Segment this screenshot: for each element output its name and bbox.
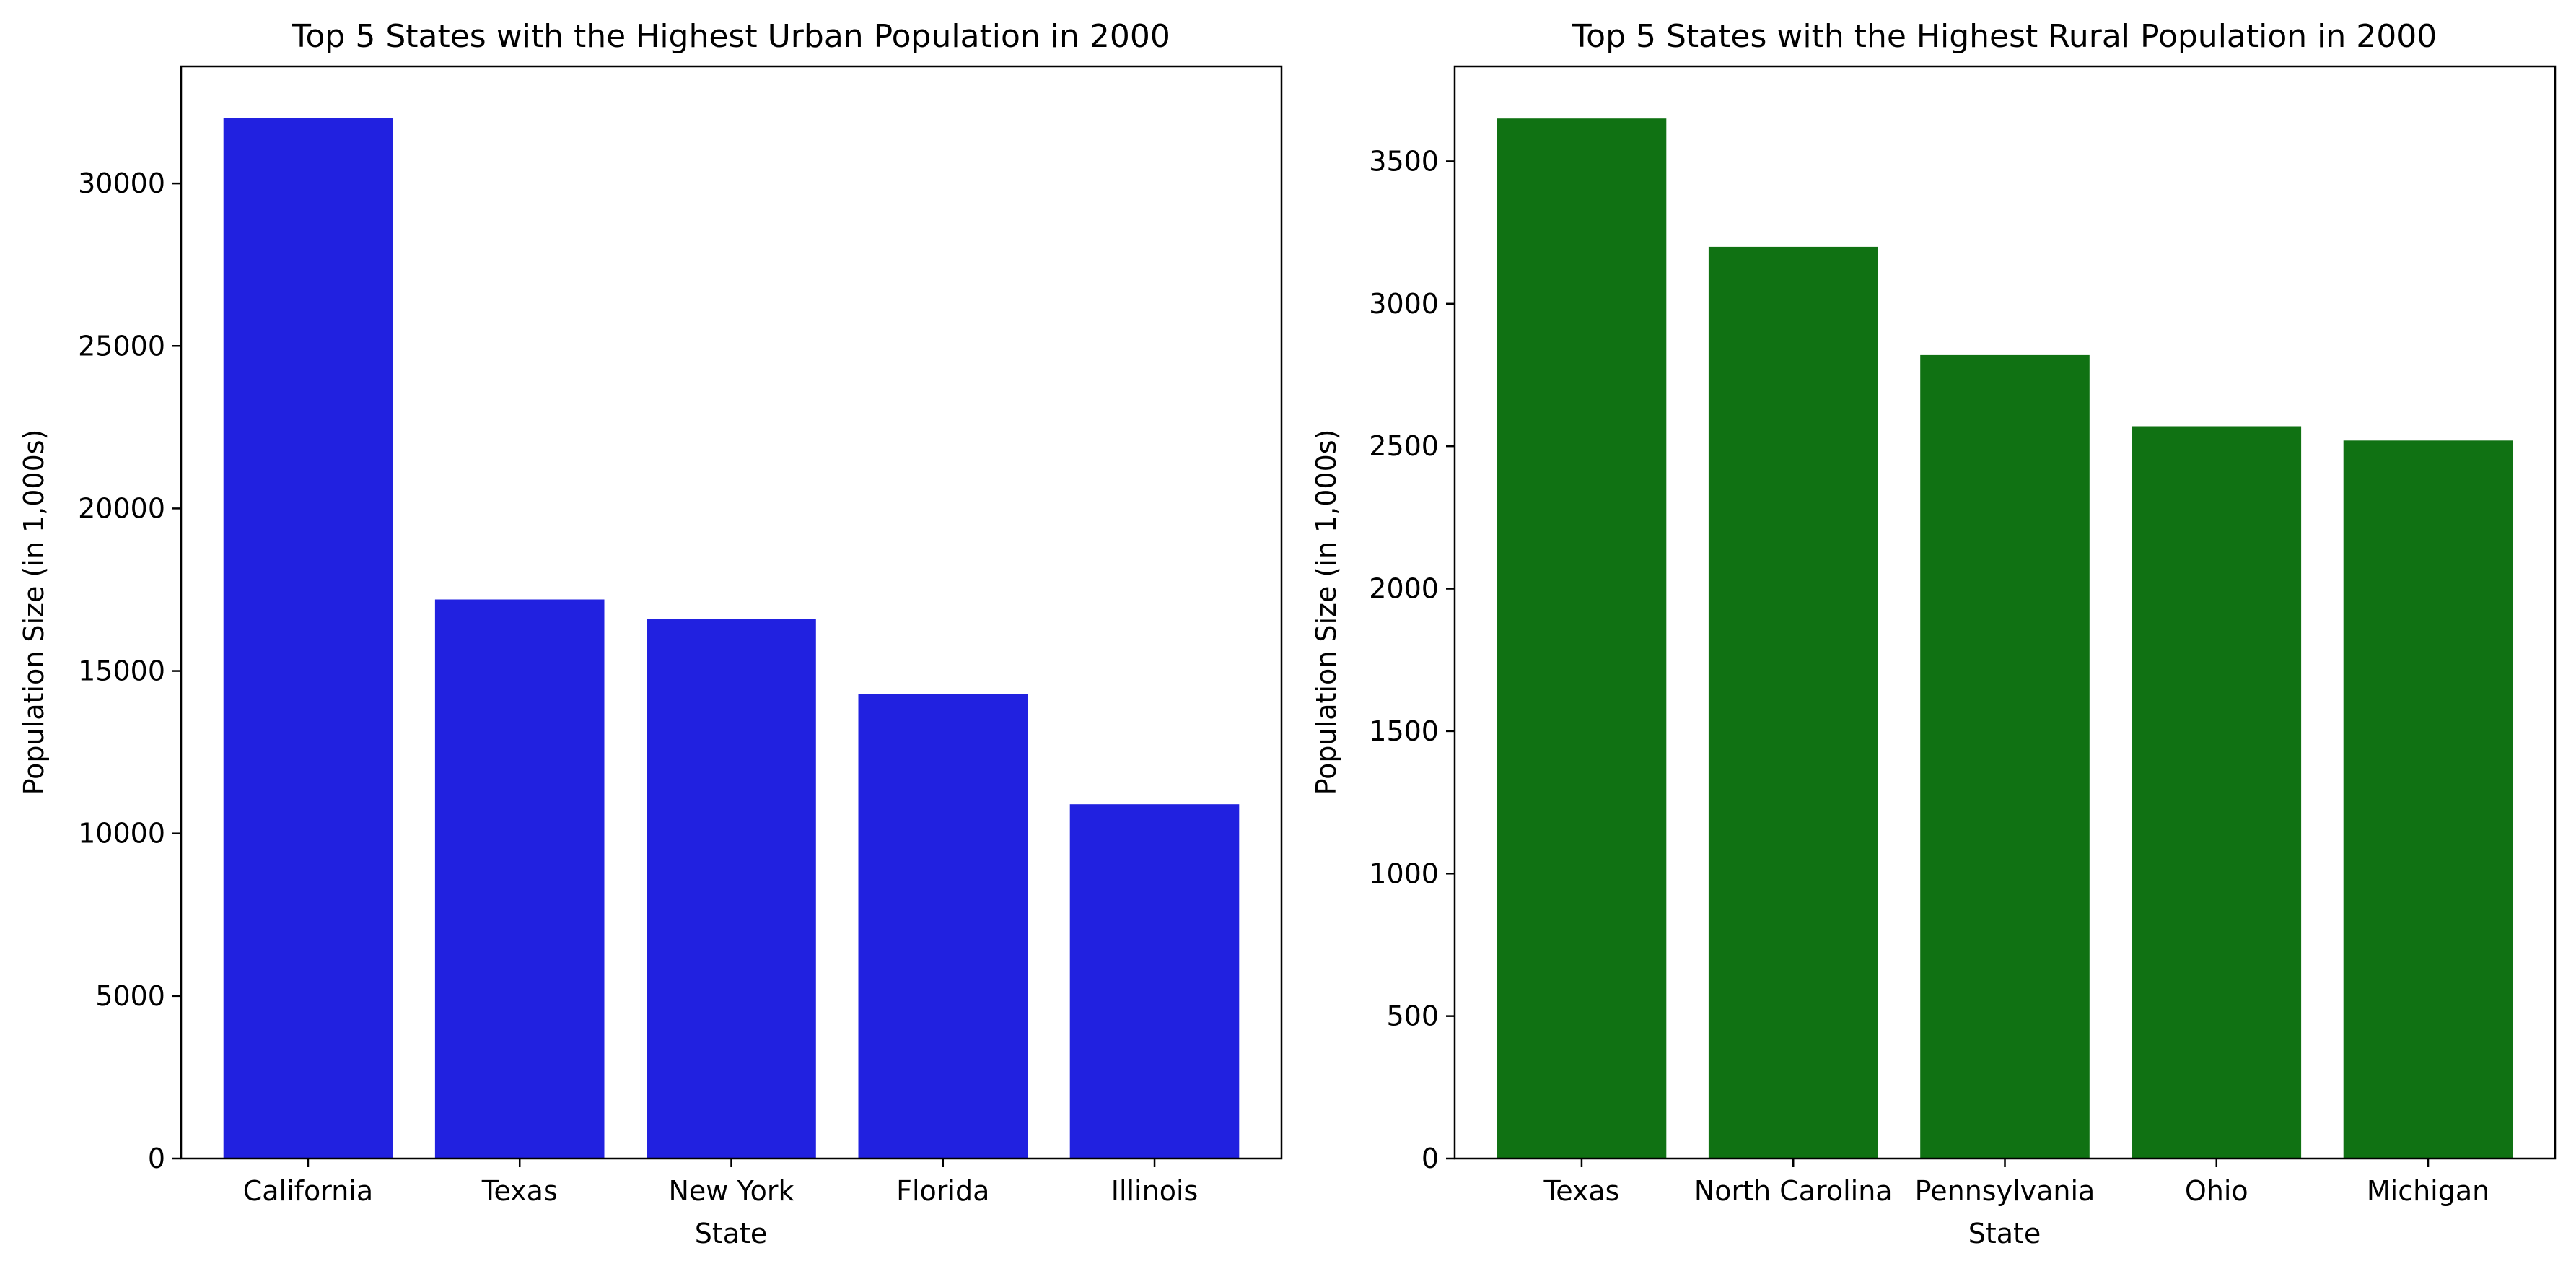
x-axis-label: State (1968, 1218, 2041, 1249)
x-axis-ticks: Texas North Carolina Pennsylvania Ohio Michi… (1543, 1159, 2489, 1207)
y-tick-label: 25000 (78, 330, 165, 362)
bar (2132, 426, 2302, 1159)
bars (1497, 118, 2513, 1159)
chart-title: Top 5 States with the Highest Urban Popu… (291, 18, 1170, 55)
bar (1708, 246, 1878, 1159)
urban-population-chart: Top 5 States with the Highest Urban Popu… (18, 18, 1283, 1249)
x-tick-label: Texas (1543, 1175, 1619, 1207)
x-tick-label: Texas (481, 1175, 558, 1207)
y-axis-label: Population Size (in 1,000s) (1310, 429, 1342, 795)
y-tick-label: 10000 (78, 818, 165, 850)
bar (1069, 804, 1240, 1159)
y-axis-ticks: 0 500 1000 1500 2000 2500 3000 3500 (1369, 145, 1455, 1174)
y-tick-label: 3000 (1369, 288, 1439, 320)
x-tick-label: North Carolina (1694, 1175, 1893, 1207)
y-tick-label: 20000 (78, 492, 165, 524)
bar (858, 694, 1028, 1159)
bars (223, 118, 1240, 1159)
y-tick-label: 2000 (1369, 573, 1439, 605)
y-tick-label: 5000 (95, 980, 165, 1012)
y-tick-label: 0 (148, 1143, 165, 1174)
bar (647, 619, 816, 1159)
y-tick-label: 30000 (78, 167, 165, 199)
x-axis-label: State (695, 1218, 768, 1249)
x-axis-ticks: California Texas New York Florida Illinois (243, 1159, 1199, 1207)
bar (2343, 440, 2513, 1159)
y-axis-label: Population Size (in 1,000s) (18, 429, 50, 795)
bar (1920, 354, 2090, 1159)
x-tick-label: California (243, 1175, 373, 1207)
x-tick-label: Ohio (2185, 1175, 2248, 1207)
x-tick-label: Michigan (2367, 1175, 2489, 1207)
bar (434, 599, 605, 1159)
y-tick-label: 500 (1386, 1000, 1439, 1032)
y-tick-label: 3500 (1369, 145, 1439, 177)
y-tick-label: 1000 (1369, 858, 1439, 889)
x-tick-label: New York (668, 1175, 794, 1207)
y-tick-label: 15000 (78, 655, 165, 687)
y-tick-label: 1500 (1369, 715, 1439, 747)
x-tick-label: Illinois (1111, 1175, 1199, 1207)
y-tick-label: 0 (1421, 1143, 1439, 1174)
x-tick-label: Pennsylvania (1915, 1175, 2095, 1207)
y-tick-label: 2500 (1369, 430, 1439, 462)
bar (223, 118, 393, 1159)
chart-title: Top 5 States with the Highest Rural Popu… (1572, 18, 2437, 55)
x-tick-label: Florida (896, 1175, 989, 1207)
bar (1497, 118, 1667, 1159)
rural-population-chart: Top 5 States with the Highest Rural Popu… (1310, 18, 2557, 1249)
y-axis-ticks: 0 5000 10000 15000 20000 25000 30000 (78, 167, 181, 1174)
